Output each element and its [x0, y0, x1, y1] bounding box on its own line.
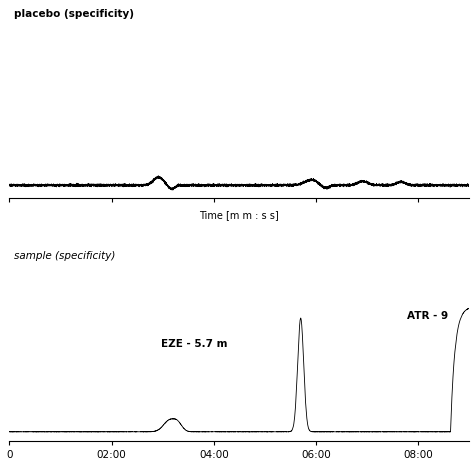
Text: sample (specificity): sample (specificity): [14, 251, 116, 261]
Text: ATR - 9: ATR - 9: [407, 311, 448, 321]
Text: EZE - 5.7 m: EZE - 5.7 m: [161, 339, 228, 349]
Text: placebo (specificity): placebo (specificity): [14, 9, 134, 19]
X-axis label: Time [m m : s s]: Time [m m : s s]: [200, 210, 279, 220]
